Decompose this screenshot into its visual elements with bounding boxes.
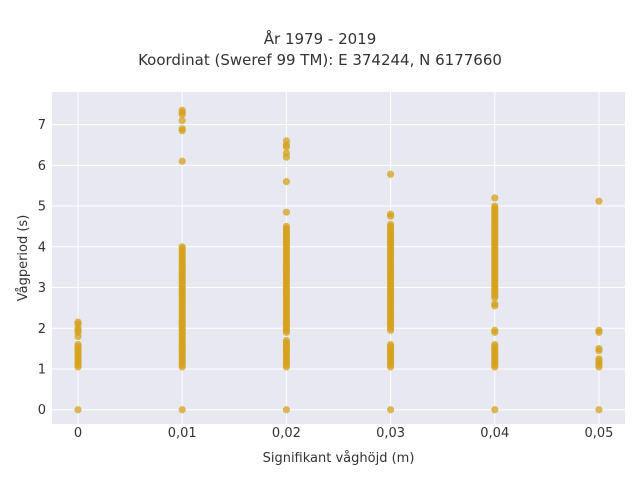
x-tick-labels: 0 0,01 0,02 0,03 0,04 0,05 [74,426,614,441]
data-point [386,210,395,218]
chart-title-line-1: År 1979 - 2019 [263,30,377,48]
data-point [282,406,291,414]
y-tick-label: 0 [38,403,46,418]
y-tick-label: 5 [38,200,46,215]
x-tick-label: 0,01 [168,426,197,441]
data-point [491,340,499,349]
data-point [386,340,395,349]
data-point [282,208,291,216]
data-points [74,106,603,414]
x-tick-label: 0 [74,426,82,441]
y-tick-label: 7 [38,118,46,133]
y-tick-label: 1 [38,363,46,378]
data-point [386,406,395,414]
data-point [178,157,186,165]
data-point [178,406,186,414]
data-point [595,328,603,336]
x-tick-label: 0,05 [584,426,613,441]
x-tick-label: 0,02 [272,426,301,441]
data-point [178,243,186,251]
y-tick-label: 6 [38,159,46,174]
data-point [178,106,186,114]
data-point [595,347,603,355]
data-point [595,363,603,371]
x-tick-label: 0,03 [376,426,405,441]
data-point [491,202,499,210]
data-point [491,194,499,202]
data-point [74,406,82,414]
data-point [386,170,395,178]
data-point [178,125,186,133]
data-point [491,300,499,308]
y-tick-label: 4 [38,240,46,255]
data-point [282,222,291,231]
data-point [282,336,291,345]
y-tick-label: 2 [38,322,46,337]
data-point [178,116,186,125]
x-axis-title: Signifikant våghöjd (m) [263,451,415,466]
data-point [595,406,603,414]
data-point [282,178,291,186]
plot-area [52,92,625,424]
data-point [386,220,395,228]
y-tick-labels: 0 1 2 3 4 5 6 7 [38,118,46,418]
y-axis-title: Vågperiod (s) [16,215,31,302]
data-point [491,406,499,414]
y-tick-label: 3 [38,281,46,296]
data-point [491,326,499,334]
data-point [74,318,82,326]
data-point [282,137,291,145]
x-tick-label: 0,04 [480,426,509,441]
data-point [595,197,603,205]
data-point [282,149,291,157]
chart-title-line-2: Koordinat (Sweref 99 TM): E 374244, N 61… [138,51,502,69]
data-point [74,340,82,349]
